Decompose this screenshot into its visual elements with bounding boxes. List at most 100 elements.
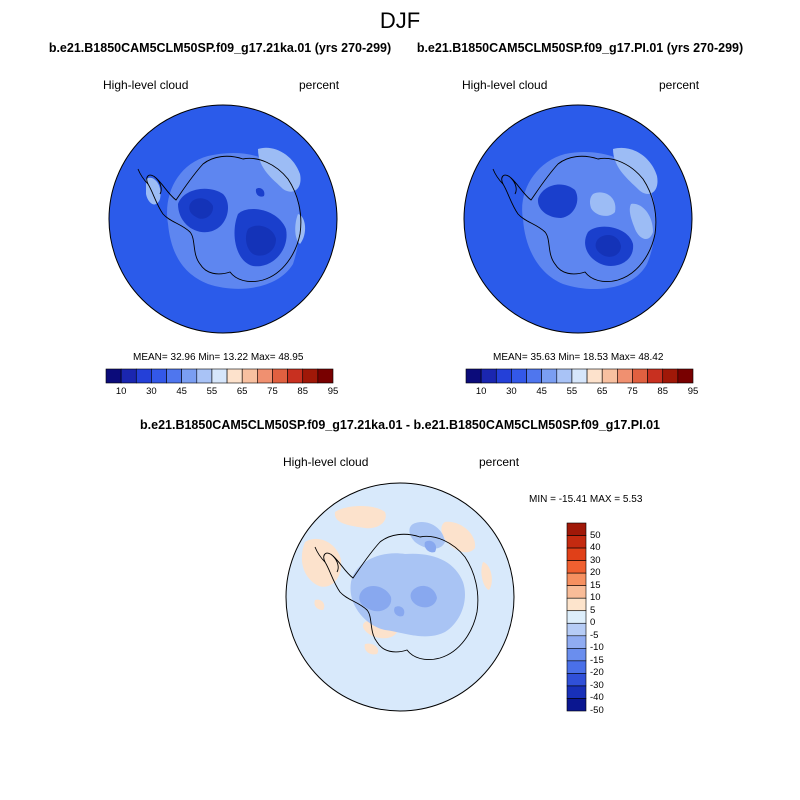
panel-1-units-label: percent — [299, 78, 340, 92]
panel-2-colorbar-ticks: 10 30 45 55 65 75 85 95 — [466, 386, 698, 400]
panel-1-colorbar-tick-label: 75 — [267, 386, 278, 397]
panel-3-colorbar-tick-label: -5 — [590, 629, 599, 641]
panel-3-colorbar-box — [566, 685, 587, 699]
panel-3-colorbar-tick-label: 15 — [590, 579, 601, 591]
panel-2-colorbar-tick-label: 45 — [536, 386, 547, 397]
panel-1-colorbar-box — [257, 368, 273, 384]
panel-3-colorbar-box — [566, 522, 587, 536]
panel-1-colorbar-box — [151, 368, 167, 384]
figure-title: DJF — [379, 8, 421, 33]
panel-3-colorbar-tick-label: 5 — [590, 604, 596, 616]
panel-1-colorbar-box — [302, 368, 319, 384]
panel-2-colorbar-box — [601, 368, 618, 384]
panel-3-colorbar-box — [566, 535, 587, 549]
panel-3-colorbar-tick-label: -50 — [590, 705, 604, 716]
panel-3-coastline — [323, 533, 479, 661]
panel-1-colorbar-box — [317, 368, 334, 384]
panel-3-difference-contours — [301, 506, 492, 655]
panel-3-map — [285, 482, 515, 712]
panel-1-title: b.e21.B1850CAM5CLM50SP.f09_g17.21ka.01 (… — [48, 41, 392, 55]
panel-1-colorbar-tick-label: 55 — [206, 386, 218, 397]
panel-2-colorbar-tick-label: 95 — [687, 386, 699, 397]
panel-1-coastline — [146, 155, 302, 283]
panel-2-colorbar-tick-label: 30 — [506, 386, 517, 397]
panel-2-stats: MEAN= 35.63 Min= 18.53 Max= 48.42 — [493, 352, 664, 363]
panel-1-variable-label: High-level cloud — [103, 78, 189, 92]
panel-2-coastline — [501, 155, 657, 283]
panel-1-colorbar-box — [105, 368, 122, 384]
panel-1-colorbar-box — [241, 368, 258, 384]
panel-3-colorbar-box — [566, 622, 587, 637]
panel-1-colorbar-tick-label: 95 — [327, 386, 339, 397]
panel-2-colorbar-box — [526, 368, 542, 384]
panel-3-colorbar-box — [566, 635, 587, 649]
panel-3-colorbar-box — [566, 648, 587, 662]
panel-1-map — [108, 104, 338, 334]
panel-3-colorbar-box — [566, 698, 587, 712]
panel-2-colorbar-box — [586, 368, 603, 384]
panel-1-colorbar-box — [287, 368, 304, 384]
panel-2-colorbar-box — [632, 368, 648, 384]
panel-2-colorbar-box — [647, 368, 664, 384]
panel-3-colorbar-box — [566, 547, 587, 561]
panel-3-variable-label: High-level cloud — [283, 455, 369, 469]
panel-2-colorbar-box — [556, 368, 573, 384]
panel-3-colorbar-tick-label: 30 — [590, 554, 601, 566]
panel-2-peninsula — [492, 168, 517, 195]
panel-2-colorbar-box — [571, 368, 588, 384]
panel-1-colorbar-tick-label: 30 — [146, 386, 157, 397]
panel-1-peninsula — [137, 168, 162, 195]
panel-1-colorbar-ticks: 10 30 45 55 65 75 85 95 — [106, 386, 338, 400]
panel-2-map — [463, 104, 693, 334]
panel-1-map-border — [108, 104, 338, 334]
panel-3-colorbar-box — [566, 660, 587, 674]
panel-2-units-label: percent — [659, 78, 700, 92]
panel-3-colorbar-box — [566, 610, 587, 624]
panel-1-colorbar-box — [120, 368, 137, 384]
panel-1-cloud-contours — [146, 147, 306, 289]
panel-1-colorbar-box — [272, 368, 288, 384]
panel-3-map-border — [285, 482, 515, 712]
panel-2-title: b.e21.B1850CAM5CLM50SP.f09_g17.PI.01 (yr… — [416, 41, 744, 55]
panel-1-colorbar-tick-label: 65 — [236, 386, 248, 397]
panel-2-map-border — [463, 104, 693, 334]
panel-2-variable-label: High-level cloud — [462, 78, 548, 92]
panel-3-colorbar-tick-label: -20 — [590, 667, 604, 679]
panel-2-colorbar-tick-label: 55 — [566, 386, 578, 397]
panel-3-colorbar-box — [566, 585, 587, 599]
panel-3-colorbar-box — [566, 560, 587, 574]
panel-3-colorbar-box — [566, 572, 587, 586]
panel-2-colorbar-tick-label: 75 — [627, 386, 638, 397]
panel-3-colorbar-tick-label: -30 — [590, 679, 604, 691]
panel-3-units-label: percent — [479, 455, 520, 469]
panel-1-colorbar-tick-label: 10 — [115, 386, 127, 397]
panel-1-colorbar-box — [211, 368, 228, 384]
panel-2-colorbar-box — [617, 368, 633, 384]
panel-1-colorbar-box — [226, 368, 243, 384]
panel-3-colorbar-tick-label: -10 — [590, 642, 604, 654]
panel-1-colorbar — [105, 368, 334, 384]
panel-2-colorbar-box — [495, 368, 512, 384]
panel-1-colorbar-tick-label: 45 — [176, 386, 187, 397]
panel-2-colorbar-box — [541, 368, 558, 384]
panel-3-title: b.e21.B1850CAM5CLM50SP.f09_g17.21ka.01 -… — [140, 418, 660, 432]
panel-3-colorbar-box — [566, 673, 587, 687]
panel-1-colorbar-box — [196, 368, 213, 384]
panel-2-colorbar-tick-label: 65 — [596, 386, 608, 397]
panel-1-colorbar-box — [181, 368, 198, 384]
panel-3-colorbar-tick-label: 40 — [590, 542, 601, 554]
panel-3-colorbar — [566, 522, 587, 712]
panel-2-colorbar-box — [480, 368, 497, 384]
panel-2-colorbar-tick-label: 85 — [657, 386, 668, 397]
panel-3-colorbar-tick-label: 20 — [590, 567, 601, 579]
panel-3-colorbar-tick-label: -40 — [590, 692, 604, 704]
panel-3-colorbar-tick-label: 0 — [590, 617, 596, 629]
panel-3-stats: MIN = -15.41 MAX = 5.53 — [529, 494, 643, 505]
panel-3-colorbar-tick-label: -15 — [590, 654, 604, 666]
panel-3-colorbar-ticks: 50 40 30 20 15 10 5 0 -5 -10 -15 -20 -30 -40 -50 — [590, 523, 620, 716]
panel-1-colorbar-box — [135, 368, 152, 384]
panel-3-colorbar-box — [566, 597, 587, 612]
panel-2-colorbar-box — [465, 368, 482, 384]
panel-2-colorbar — [465, 368, 694, 384]
panel-2-colorbar-tick-label: 10 — [475, 386, 487, 397]
